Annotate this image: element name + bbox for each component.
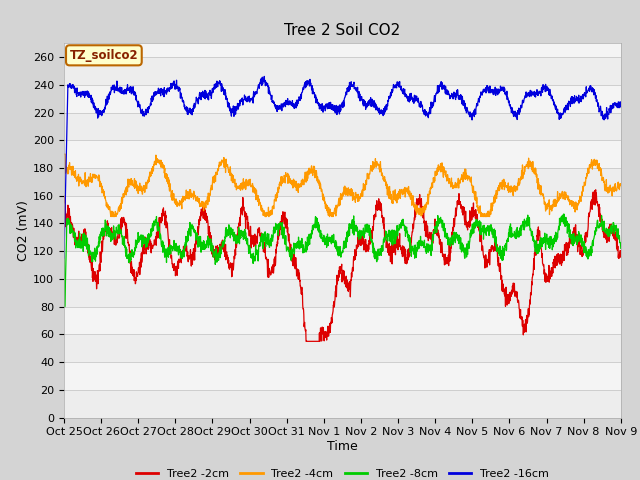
- Bar: [64, 57, 621, 85]
- Title: Tree 2 Soil CO2: Tree 2 Soil CO2: [284, 23, 401, 38]
- Tree2 -2cm: [601, 232, 609, 238]
- Tree2 -8cm: [617, 245, 625, 251]
- Tree2 -2cm: [331, 297, 339, 302]
- Tree2 -8cm: [89, 259, 97, 264]
- Tree2 -2cm: [592, 187, 600, 192]
- Text: TZ_soilco2: TZ_soilco2: [70, 49, 138, 62]
- Y-axis label: CO2 (mV): CO2 (mV): [17, 200, 30, 261]
- Tree2 -16cm: [88, 101, 96, 107]
- Tree2 -4cm: [617, 181, 625, 187]
- Tree2 -8cm: [560, 211, 568, 217]
- Tree2 -8cm: [601, 229, 609, 235]
- Tree2 -8cm: [316, 234, 324, 240]
- Line: Tree2 -16cm: Tree2 -16cm: [64, 76, 621, 258]
- Bar: [64, 168, 621, 196]
- Tree2 -4cm: [499, 182, 506, 188]
- Tree2 -4cm: [601, 182, 609, 188]
- Tree2 -4cm: [331, 207, 339, 213]
- X-axis label: Time: Time: [327, 440, 358, 453]
- Tree2 -8cm: [602, 229, 609, 235]
- Line: Tree2 -8cm: Tree2 -8cm: [64, 214, 621, 307]
- Tree2 -8cm: [61, 304, 68, 310]
- Tree2 -4cm: [601, 186, 609, 192]
- Legend: Tree2 -2cm, Tree2 -4cm, Tree2 -8cm, Tree2 -16cm: Tree2 -2cm, Tree2 -4cm, Tree2 -8cm, Tree…: [132, 464, 553, 480]
- Bar: [64, 335, 621, 362]
- Tree2 -8cm: [499, 244, 506, 250]
- Tree2 -8cm: [331, 244, 339, 250]
- Tree2 -4cm: [316, 182, 324, 188]
- Tree2 -16cm: [499, 85, 506, 91]
- Tree2 -2cm: [60, 200, 68, 205]
- Tree2 -2cm: [302, 338, 310, 344]
- Tree2 -16cm: [331, 106, 339, 111]
- Tree2 -4cm: [60, 151, 68, 157]
- Tree2 -4cm: [88, 178, 96, 183]
- Bar: [64, 112, 621, 140]
- Tree2 -2cm: [316, 330, 324, 336]
- Tree2 -2cm: [88, 275, 96, 281]
- Line: Tree2 -2cm: Tree2 -2cm: [64, 190, 621, 341]
- Bar: [64, 279, 621, 307]
- Tree2 -16cm: [601, 112, 609, 118]
- Tree2 -16cm: [617, 101, 625, 107]
- Tree2 -16cm: [260, 73, 268, 79]
- Bar: [64, 224, 621, 251]
- Bar: [64, 390, 621, 418]
- Tree2 -2cm: [602, 234, 609, 240]
- Tree2 -2cm: [617, 248, 625, 254]
- Tree2 -16cm: [601, 114, 609, 120]
- Tree2 -4cm: [107, 214, 115, 219]
- Tree2 -16cm: [60, 255, 68, 261]
- Tree2 -16cm: [316, 106, 324, 111]
- Tree2 -2cm: [499, 288, 506, 294]
- Tree2 -8cm: [60, 221, 68, 227]
- Line: Tree2 -4cm: Tree2 -4cm: [64, 154, 621, 216]
